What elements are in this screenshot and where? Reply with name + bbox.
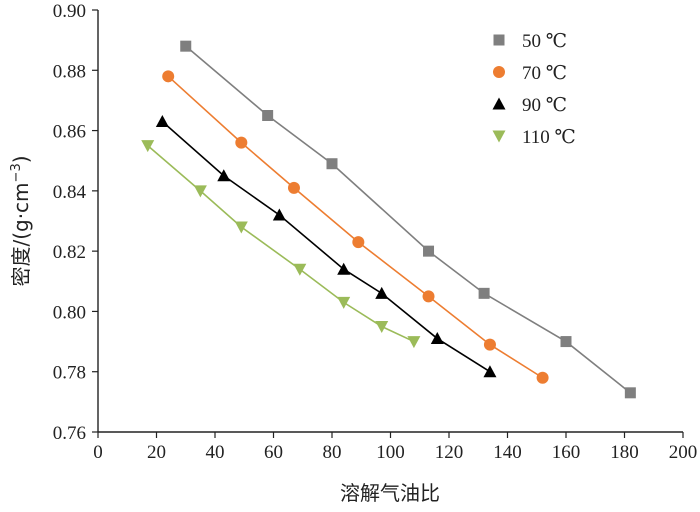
data-point [193,185,207,198]
x-tick-label: 20 [147,442,166,463]
data-point [375,321,389,333]
legend-marker [492,130,506,143]
series-1 [162,70,549,384]
data-point [272,208,286,221]
legend-marker [493,34,505,46]
data-point [234,221,248,234]
data-point [337,262,351,275]
data-point [536,371,549,384]
legend: 50 ℃ 70 ℃ 90 ℃ 110 ℃ [492,31,576,148]
series-line [167,75,544,379]
legend-item: 110 ℃ [492,127,576,148]
x-tick-label: 60 [264,442,283,463]
y-tick-label: 0.82 [53,242,86,263]
data-point [483,338,496,351]
data-point [560,336,572,348]
legend-item: 90 ℃ [492,95,567,116]
data-point [422,290,435,303]
y-tick-label: 0.80 [53,302,86,323]
x-tick-label: 0 [93,442,103,463]
y-tick-label: 0.90 [53,1,86,22]
series-line [147,145,415,343]
data-point [162,70,175,83]
x-tick-label: 40 [206,442,225,463]
data-point [375,286,389,299]
x-tick-label: 140 [493,442,522,463]
legend-marker [493,66,505,78]
y-axis-title-superscript: −3 [9,163,24,182]
x-axis-title: 溶解气油比 [340,481,440,505]
data-point [287,181,300,194]
data-point [155,115,169,128]
x-tick-label: 80 [323,442,342,463]
x-tick-label: 200 [669,442,698,463]
data-point [293,263,307,276]
x-tick-label: 100 [376,442,405,463]
y-axis-title-main: 密度/(g·cm [9,182,33,286]
data-point [352,236,365,249]
x-ticks: 0 20 40 60 80 100 120 140 160 180 200 [93,432,697,463]
legend-label: 110 ℃ [522,127,576,148]
legend-item: 70 ℃ [493,63,567,84]
y-tick-label: 0.84 [53,182,87,203]
series-0 [180,40,636,399]
y-tick-label: 0.86 [53,122,86,143]
y-tick-label: 0.76 [53,423,86,444]
axes [97,10,683,433]
y-tick-label: 0.78 [53,363,86,384]
data-point [478,287,490,299]
data-point [141,140,155,153]
legend-label: 50 ℃ [522,31,567,52]
data-point [423,245,435,257]
x-tick-label: 160 [552,442,581,463]
y-axis-title: 密度/(g·cm−3) [9,155,33,286]
data-point [483,365,497,378]
legend-label: 90 ℃ [522,95,567,116]
series-3 [141,140,421,349]
y-axis-title-close: ) [9,155,33,163]
data-point [326,158,338,170]
data-point [624,387,636,399]
data-point [235,136,248,149]
x-tick-label: 120 [435,442,464,463]
data-point [337,296,351,309]
x-tick-label: 180 [610,442,639,463]
data-point [180,40,192,52]
legend-marker [492,97,506,110]
y-tick-label: 0.88 [53,61,86,82]
series-2 [155,115,497,378]
data-point [262,110,274,121]
y-ticks: 0.76 0.78 0.80 0.82 0.84 0.86 0.88 0.90 [53,1,98,444]
data-point [217,169,231,182]
series-layer [141,40,636,399]
legend-item: 50 ℃ [493,31,567,52]
data-point [407,336,421,349]
legend-label: 70 ℃ [522,63,567,84]
data-point [430,332,444,345]
